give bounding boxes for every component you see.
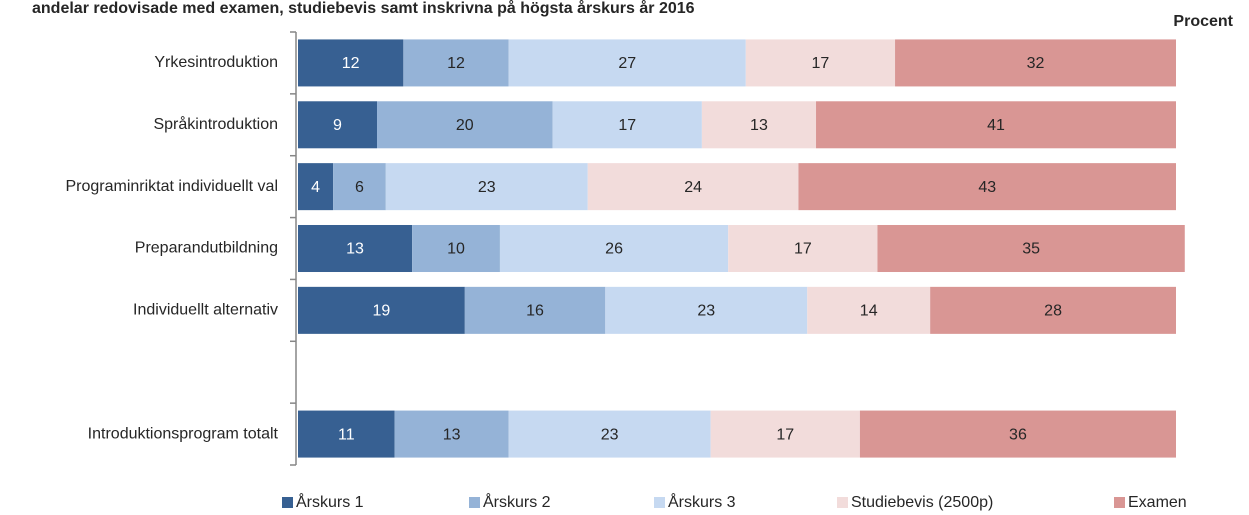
data-label: 6 [355,179,364,196]
bar-segment [377,101,553,149]
data-label: 20 [456,117,474,134]
legend-label: Studiebevis (2500p) [851,494,993,511]
data-label: 14 [860,303,878,320]
data-label: 10 [447,241,465,258]
data-label: 27 [618,55,636,72]
data-label: 17 [812,55,830,72]
bar-segment [807,286,931,334]
bar-segment [298,286,465,334]
data-label: 4 [311,179,320,196]
bar-segment [298,101,378,149]
bar-segment [499,224,729,273]
data-label: 26 [605,241,623,258]
bar-segment [701,101,817,149]
bar-segment [394,410,509,458]
data-label: 16 [526,303,544,320]
y-tick-label: Programinriktat individuellt val [65,178,278,195]
data-label: 12 [342,55,360,72]
bar-segment [930,286,1176,334]
bar-segment [298,39,404,87]
data-label: 28 [1044,303,1062,320]
data-label: 24 [684,179,702,196]
bar-segment [605,286,808,334]
bar-segment [508,39,746,87]
data-label: 17 [618,117,636,134]
bar-segment [816,101,1176,149]
data-label: 19 [373,303,391,320]
data-label: 9 [333,117,342,134]
bar-segment [403,39,509,87]
bar-segment [859,410,1176,458]
y-tick-label: Yrkesintroduktion [154,54,278,71]
bar-segment [710,410,860,458]
data-label: 32 [1027,55,1045,72]
legend-label: Årskurs 3 [668,492,736,511]
bar-segment [895,39,1176,87]
bar-segment [798,163,1176,211]
data-label: 13 [443,426,461,443]
data-label: 35 [1022,241,1040,258]
legend-swatch [282,497,293,508]
data-label: 17 [794,241,812,258]
data-label: 41 [987,117,1005,134]
bar-segment [298,410,395,458]
legend-label: Examen [1128,494,1187,511]
data-label: 23 [697,303,715,320]
data-label: 36 [1009,426,1027,443]
y-tick-label: Individuellt alternativ [133,302,278,319]
bar-segment [552,101,702,149]
axis-label: Procent [1173,13,1233,30]
y-tick-label: Preparandutbildning [135,240,278,257]
data-label: 11 [338,426,355,443]
bar-segment [385,163,588,211]
bar-segment [298,224,413,273]
legend-label: Årskurs 2 [483,492,551,511]
y-tick-label: Introduktionsprogram totalt [88,425,279,442]
bar-segment [745,39,896,87]
legend-label: Årskurs 1 [296,492,364,511]
legend-swatch [837,497,848,508]
y-tick-label: Språkintroduktion [153,115,278,133]
data-label: 43 [978,179,996,196]
data-label: 13 [750,117,768,134]
legend-swatch [1114,497,1125,508]
chart-title: andelar redovisade med examen, studiebev… [32,0,695,17]
bar-segment [587,163,799,211]
data-label: 23 [601,426,619,443]
bar-segment [298,163,334,211]
data-label: 13 [346,241,364,258]
data-label: 12 [447,55,465,72]
bar-segment [412,224,500,273]
bar-segment [877,224,1185,273]
data-label: 17 [776,426,794,443]
bar-segment [333,163,386,211]
bar-segment [508,410,711,458]
bar-segment [728,224,878,273]
legend-swatch [654,497,665,508]
data-label: 23 [478,179,496,196]
bar-segment [464,286,606,334]
legend-swatch [469,497,480,508]
